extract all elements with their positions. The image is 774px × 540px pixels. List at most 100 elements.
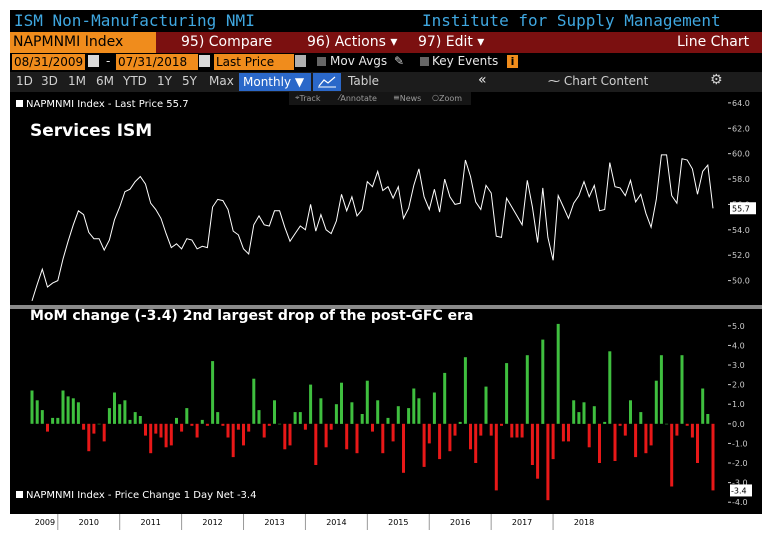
- key-events-checkbox[interactable]: [420, 57, 429, 66]
- change-bar: [92, 423, 96, 434]
- y-tick-label: -2.0: [732, 459, 748, 468]
- field-select[interactable]: Last Price: [214, 54, 294, 70]
- change-bar: [711, 423, 715, 491]
- calendar-icon[interactable]: [199, 55, 210, 67]
- y-tick-label: 50.0: [732, 277, 750, 286]
- change-bar: [546, 423, 550, 501]
- change-bar: [510, 423, 514, 438]
- period-max-button[interactable]: Max: [209, 74, 234, 88]
- collapse-icon[interactable]: «: [478, 72, 487, 88]
- change-bar: [324, 423, 328, 448]
- line-chart-icon[interactable]: [313, 73, 341, 91]
- end-date-input[interactable]: 07/31/2018: [116, 54, 198, 70]
- chevron-down-icon: ▾: [477, 34, 485, 50]
- edit-menu[interactable]: 97) Edit ▾: [418, 32, 484, 53]
- last-change-label: -3.4: [731, 486, 747, 495]
- x-tick-label: 2009: [35, 518, 55, 527]
- change-bar: [427, 423, 431, 444]
- change-bar: [164, 423, 168, 448]
- period-ytd-button[interactable]: YTD: [123, 74, 147, 88]
- change-bar: [242, 423, 245, 446]
- change-bar: [118, 404, 122, 424]
- change-bar: [592, 406, 596, 424]
- price-panel: 50.052.054.056.058.060.062.064.055.7: [10, 99, 762, 309]
- table-button[interactable]: Table: [348, 74, 380, 88]
- change-bar: [221, 423, 225, 426]
- change-bar: [169, 423, 173, 446]
- x-axis-strip: [10, 514, 762, 530]
- chart-type-label[interactable]: Line Chart: [677, 34, 750, 50]
- change-bar: [665, 423, 669, 425]
- y-tick-label: 0.0: [732, 420, 745, 429]
- change-legend-text: NAPMNMI Index - Price Change 1 Day Net -…: [26, 490, 257, 501]
- change-bar: [257, 410, 261, 424]
- y-tick-label: 52.0: [732, 251, 750, 260]
- change-bar: [561, 423, 565, 442]
- change-bar: [654, 380, 658, 424]
- period-1y-button[interactable]: 1Y: [157, 74, 172, 88]
- gear-icon[interactable]: ⚙: [710, 72, 723, 88]
- frequency-select[interactable]: Monthly ▼: [239, 73, 311, 91]
- change-bar: [494, 423, 498, 491]
- pencil-icon[interactable]: ✎: [394, 54, 405, 68]
- dropdown-arrow-icon[interactable]: [295, 55, 306, 67]
- change-bar: [154, 423, 158, 434]
- actions-menu[interactable]: 96) Actions ▾: [307, 32, 397, 53]
- track-tool[interactable]: ⌖ Track: [295, 93, 321, 103]
- zoom-tool[interactable]: ○ Zoom: [432, 93, 463, 103]
- change-bar: [572, 400, 576, 424]
- change-bar: [453, 423, 457, 436]
- annotate-tool[interactable]: ⁄ Annotate: [339, 93, 377, 103]
- start-date-input[interactable]: 08/31/2009: [12, 54, 85, 70]
- news-label: News: [399, 94, 422, 103]
- change-bar: [138, 416, 142, 424]
- change-bar: [469, 423, 472, 450]
- change-bar: [365, 380, 369, 424]
- chart-content-button[interactable]: ⁓ Chart Content: [548, 74, 648, 88]
- change-bar: [288, 423, 292, 446]
- change-bar: [71, 398, 75, 424]
- news-tool[interactable]: ≡ News: [393, 93, 422, 103]
- change-bar: [515, 423, 519, 438]
- period-1m-button[interactable]: 1M: [68, 74, 86, 88]
- y-tick-label: 64.0: [732, 99, 750, 108]
- x-tick-label: 2012: [202, 518, 222, 527]
- change-bar: [680, 355, 684, 424]
- change-bar: [402, 423, 405, 473]
- change-bar: [525, 355, 529, 424]
- change-bar: [226, 423, 230, 438]
- y-tick-label: 54.0: [732, 226, 750, 235]
- price-line: [31, 154, 714, 302]
- ticker-field[interactable]: NAPMNMI Index: [10, 32, 156, 53]
- x-tick-label: 2015: [388, 518, 408, 527]
- info-icon[interactable]: i: [507, 55, 518, 68]
- change-bar: [56, 417, 60, 424]
- mov-avgs-checkbox[interactable]: [317, 57, 326, 66]
- price-legend: NAPMNMI Index - Last Price 55.7: [16, 99, 189, 110]
- change-bar: [438, 423, 442, 460]
- compare-button[interactable]: 95) Compare: [181, 34, 273, 50]
- change-bar: [159, 423, 163, 438]
- y-tick-label: 58.0: [732, 175, 750, 184]
- change-bar: [530, 423, 534, 465]
- period-5y-button[interactable]: 5Y: [182, 74, 197, 88]
- change-bar: [236, 423, 240, 430]
- legend-square: [16, 491, 23, 498]
- change-bar: [396, 406, 400, 424]
- change-bar: [685, 423, 689, 426]
- track-label: Track: [299, 94, 321, 103]
- mov-avgs-label: Mov Avgs: [330, 54, 388, 68]
- chart-content-icon: ⁓: [548, 74, 560, 88]
- annotate-label: Annotate: [340, 94, 377, 103]
- period-3d-button[interactable]: 3D: [41, 74, 58, 88]
- x-axis: 2009 2010 2011 2012 2013 2014 2015 2016 2017 2018: [10, 514, 762, 530]
- last-price-marker: [730, 202, 756, 215]
- change-bar: [381, 423, 385, 454]
- period-6m-button[interactable]: 6M: [96, 74, 114, 88]
- zoom-label: Zoom: [438, 94, 463, 103]
- x-tick-label: 2016: [450, 518, 470, 527]
- chart-area: 50.052.054.056.058.060.062.064.055.7 5.0…: [10, 99, 762, 530]
- calendar-icon[interactable]: [88, 55, 99, 67]
- change-bar: [334, 404, 338, 424]
- period-1d-button[interactable]: 1D: [16, 74, 33, 88]
